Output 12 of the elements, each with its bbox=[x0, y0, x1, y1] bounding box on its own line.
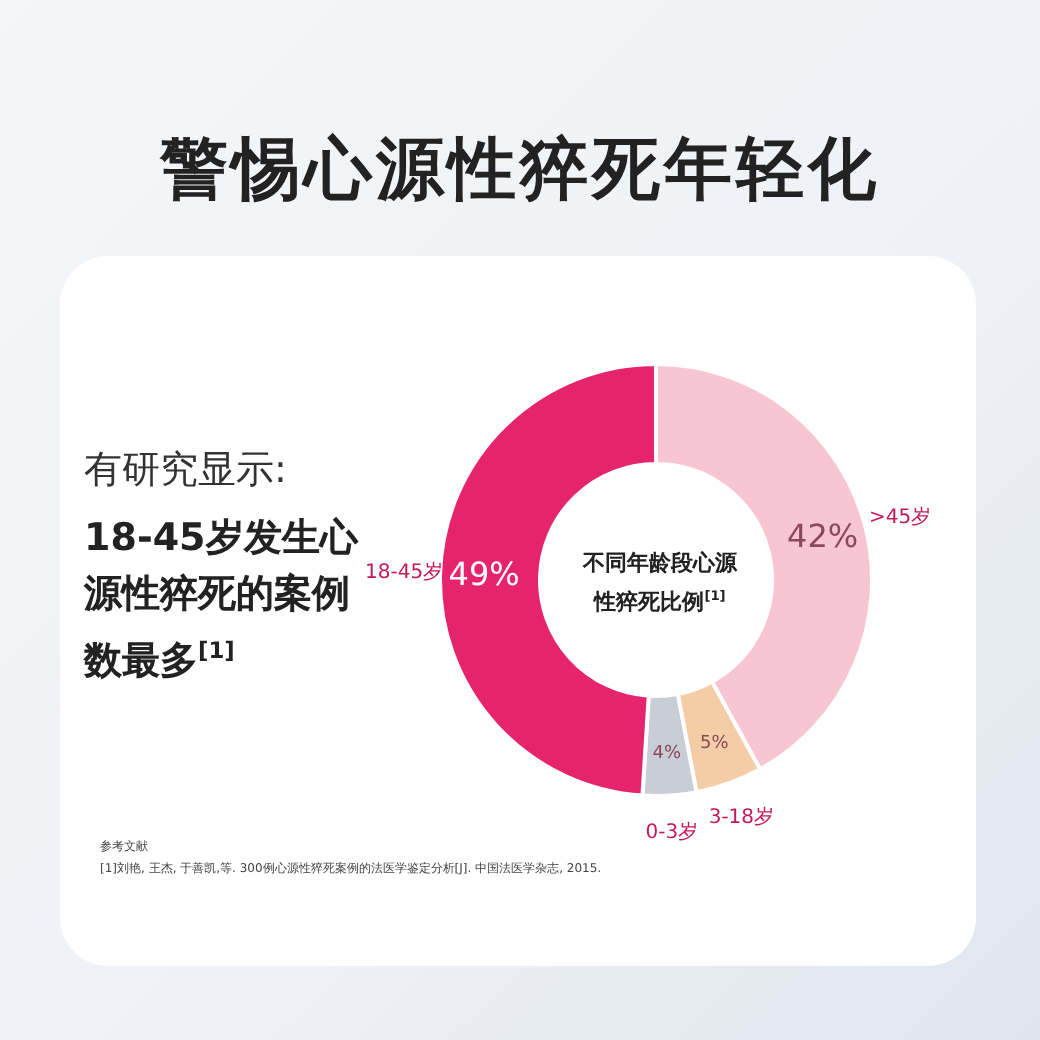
slice-label: 0-3岁 bbox=[645, 819, 699, 844]
data-label: 49% bbox=[448, 554, 520, 593]
slice-label: 18-45岁 bbox=[365, 560, 444, 585]
data-label: 4% bbox=[652, 743, 682, 764]
text: 有研究显示: bbox=[84, 446, 287, 496]
data-label: 42% bbox=[787, 517, 859, 556]
data-label: 5% bbox=[699, 733, 730, 754]
slice-label: 3-18岁 bbox=[708, 805, 775, 830]
slice-label: >45岁 bbox=[868, 505, 932, 530]
text: 18-45岁发生心源性猝死的案例数最多$^{[1]}$ bbox=[84, 516, 358, 683]
text: 不同年龄段心源性猝死比例$^{[1]}$ bbox=[581, 548, 739, 620]
chart-title: 警惕心源性猝死年轻化 bbox=[157, 128, 882, 214]
